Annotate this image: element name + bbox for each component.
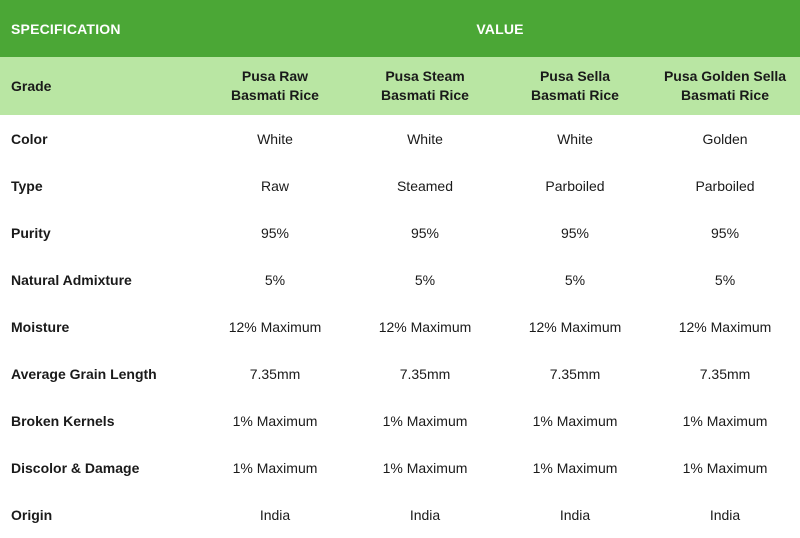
table-cell: India [500,491,650,538]
table-cell: 95% [200,209,350,256]
table-cell: 95% [500,209,650,256]
table-cell: 12% Maximum [200,303,350,350]
table-cell: 1% Maximum [200,444,350,491]
grade-cell: Pusa Raw Basmati Rice [200,57,350,115]
row-label: Color [0,115,200,162]
table-cell: 5% [500,256,650,303]
table-cell: 1% Maximum [500,444,650,491]
table-cell: Golden [650,115,800,162]
table-cell: 1% Maximum [350,397,500,444]
table-row: Origin India India India India [0,491,800,538]
table-cell: 1% Maximum [500,397,650,444]
grade-line2: Basmati Rice [531,87,619,103]
row-label: Natural Admixture [0,256,200,303]
table-cell: 12% Maximum [350,303,500,350]
table-row: Type Raw Steamed Parboiled Parboiled [0,162,800,209]
table-cell: White [500,115,650,162]
table-row: Natural Admixture 5% 5% 5% 5% [0,256,800,303]
specification-header: SPECIFICATION [0,0,200,57]
grade-cell: Pusa Steam Basmati Rice [350,57,500,115]
table-row: Broken Kernels 1% Maximum 1% Maximum 1% … [0,397,800,444]
table-cell: 1% Maximum [350,444,500,491]
table-cell: 1% Maximum [200,397,350,444]
table-cell: 5% [350,256,500,303]
row-label: Purity [0,209,200,256]
table-row: Discolor & Damage 1% Maximum 1% Maximum … [0,444,800,491]
table-cell: Parboiled [650,162,800,209]
grade-line2: Basmati Rice [231,87,319,103]
grade-cell: Pusa Sella Basmati Rice [500,57,650,115]
row-label: Moisture [0,303,200,350]
table-cell: India [650,491,800,538]
grade-line1: Pusa Golden Sella [663,68,787,84]
grade-line2: Basmati Rice [381,87,469,103]
table-cell: 5% [650,256,800,303]
table-cell: 95% [650,209,800,256]
table-cell: 7.35mm [500,350,650,397]
grade-line1: Pusa Sella [539,68,611,84]
grade-line1: Pusa Steam [385,68,465,84]
row-label: Origin [0,491,200,538]
table-cell: Raw [200,162,350,209]
table-row: Purity 95% 95% 95% 95% [0,209,800,256]
table-cell: 95% [350,209,500,256]
table-cell: Parboiled [500,162,650,209]
grade-label: Grade [0,57,200,115]
table-cell: India [200,491,350,538]
table-cell: 7.35mm [650,350,800,397]
row-label: Type [0,162,200,209]
grade-line2: Basmati Rice [681,87,769,103]
table-cell: 7.35mm [200,350,350,397]
table-row: Color White White White Golden [0,115,800,162]
table-cell: Steamed [350,162,500,209]
table-cell: 1% Maximum [650,397,800,444]
row-label: Discolor & Damage [0,444,200,491]
table-row: Average Grain Length 7.35mm 7.35mm 7.35m… [0,350,800,397]
table-cell: 12% Maximum [650,303,800,350]
table-cell: 7.35mm [350,350,500,397]
row-label: Broken Kernels [0,397,200,444]
table-cell: White [200,115,350,162]
value-header: VALUE [200,0,800,57]
grade-cell: Pusa Golden Sella Basmati Rice [650,57,800,115]
grade-row: Grade Pusa Raw Basmati Rice Pusa Steam Bas… [0,57,800,115]
table-cell: India [350,491,500,538]
table-cell: White [350,115,500,162]
table-cell: 12% Maximum [500,303,650,350]
table-cell: 1% Maximum [650,444,800,491]
table-header-row: SPECIFICATION VALUE [0,0,800,57]
row-label: Average Grain Length [0,350,200,397]
table-row: Moisture 12% Maximum 12% Maximum 12% Max… [0,303,800,350]
grade-line1: Pusa Raw [241,68,309,84]
table-cell: 5% [200,256,350,303]
